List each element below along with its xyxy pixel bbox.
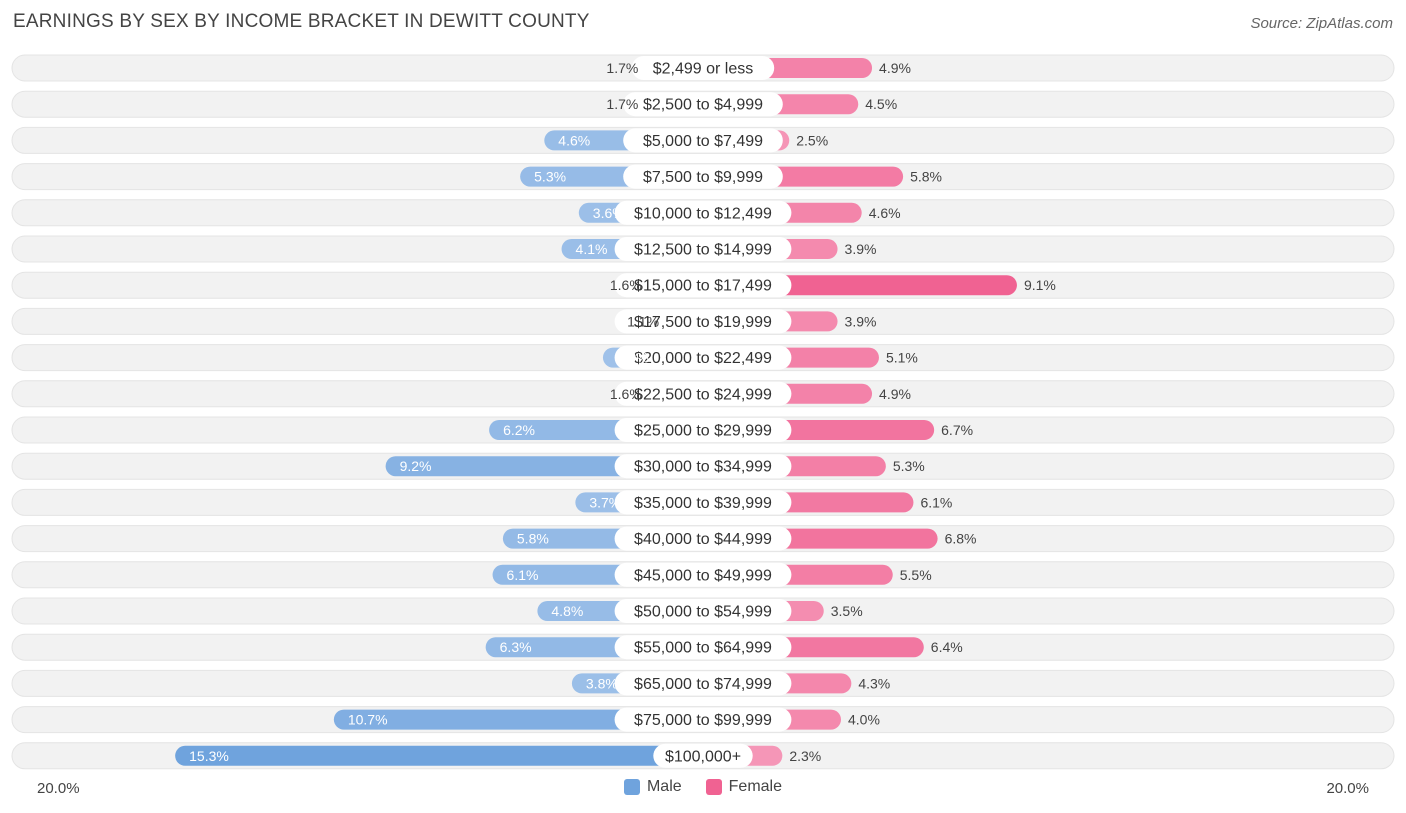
category-label: $65,000 to $74,999 [634,676,772,693]
category-label: $15,000 to $17,499 [634,278,772,295]
male-bar [333,709,703,730]
female-value-label: 5.3% [893,458,925,474]
male-value-label: 1.1% [627,313,659,329]
male-value-label: 3.8% [586,675,618,691]
category-label: $75,000 to $99,999 [634,712,772,729]
male-value-label: 4.1% [576,241,608,257]
category-label: $45,000 to $49,999 [634,567,772,584]
category-label: $40,000 to $44,999 [634,531,772,548]
male-value-label: 3.7% [589,494,621,510]
category-label: $5,000 to $7,499 [643,133,763,150]
female-value-label: 4.3% [858,675,890,691]
category-label: $7,500 to $9,999 [643,169,763,186]
male-value-label: 10.7% [348,712,388,728]
category-label: $55,000 to $64,999 [634,640,772,657]
female-value-label: 9.1% [1024,277,1056,293]
axis-right-label: 20.0% [1326,780,1369,797]
male-value-label: 6.3% [500,639,532,655]
female-value-label: 5.5% [900,567,932,583]
category-label: $22,500 to $24,999 [634,386,772,403]
female-value-label: 5.1% [886,350,918,366]
female-value-label: 4.0% [848,712,880,728]
category-pill [614,273,792,298]
category-label: $17,500 to $19,999 [634,314,772,331]
category-pill [614,345,792,370]
female-value-label: 4.9% [879,386,911,402]
category-pill [614,309,792,334]
female-value-label: 3.9% [845,313,877,329]
male-value-label: 1.7% [606,60,638,76]
male-value-label: 1.6% [610,277,642,293]
category-label: $100,000+ [665,748,741,765]
male-value-label: 6.2% [503,422,535,438]
female-value-label: 3.9% [845,241,877,257]
category-label: $2,500 to $4,999 [643,97,763,114]
legend-item-female: Female [705,778,783,796]
legend-swatch-male [623,779,640,795]
chart-area: $2,499 or less 1.7% 4.9% $2,500 to $4,999 1.… [11,54,1395,770]
female-value-label: 4.9% [879,60,911,76]
female-value-label: 3.5% [831,603,863,619]
category-pill [614,599,792,623]
category-pill [614,454,792,479]
category-pill [614,200,792,225]
chart-title: EARNINGS BY SEX BY INCOME BRACKET IN DEW… [13,11,590,32]
category-pill [614,418,792,442]
category-pill [614,562,792,587]
category-label: $10,000 to $12,499 [634,205,772,222]
legend-item-male: Male [623,778,682,796]
male-value-label: 1.7% [606,96,638,112]
female-value-label: 5.8% [910,169,942,185]
female-value-label: 6.4% [931,639,963,655]
category-pill [614,707,792,732]
category-label: $35,000 to $39,999 [634,495,772,512]
category-pill [623,164,783,189]
category-pill [614,635,792,660]
male-value-label: 5.8% [517,531,549,547]
female-value-label: 6.1% [920,494,952,510]
source-credit: Source: ZipAtlas.com [1250,15,1393,32]
category-label: $30,000 to $34,999 [634,459,772,476]
female-value-label: 4.6% [869,205,901,221]
category-pill [653,743,753,768]
category-pill [631,56,775,80]
female-value-label: 6.7% [941,422,973,438]
male-bar [175,745,703,766]
category-label: $2,499 or less [653,61,754,78]
male-value-label: 1.6% [610,386,642,402]
category-pill [623,128,783,153]
male-value-label: 15.3% [189,748,229,764]
category-pill [623,92,783,117]
legend: Male Female [0,778,1406,796]
legend-label-male: Male [646,778,682,795]
male-value-label: 5.3% [534,169,566,185]
male-value-label: 2.9% [617,350,649,366]
female-value-label: 2.3% [789,748,821,764]
axis-left-label: 20.0% [37,780,80,797]
male-value-label: 6.1% [507,567,539,583]
legend-swatch-female [705,779,722,795]
category-label: $50,000 to $54,999 [634,604,772,621]
category-pill [614,671,792,696]
female-value-label: 4.5% [865,96,897,112]
male-value-label: 4.8% [551,603,583,619]
category-pill [614,237,792,261]
legend-label-female: Female [728,778,783,795]
category-label: $20,000 to $22,499 [634,350,772,367]
category-label: $12,500 to $14,999 [634,242,772,259]
category-pill [614,490,792,515]
category-label: $25,000 to $29,999 [634,423,772,440]
female-value-label: 6.8% [945,531,977,547]
category-pill [614,526,792,551]
female-value-label: 2.5% [796,132,828,148]
male-value-label: 4.6% [558,132,590,148]
male-value-label: 9.2% [400,458,432,474]
category-pill [614,381,792,406]
male-value-label: 3.6% [593,205,625,221]
